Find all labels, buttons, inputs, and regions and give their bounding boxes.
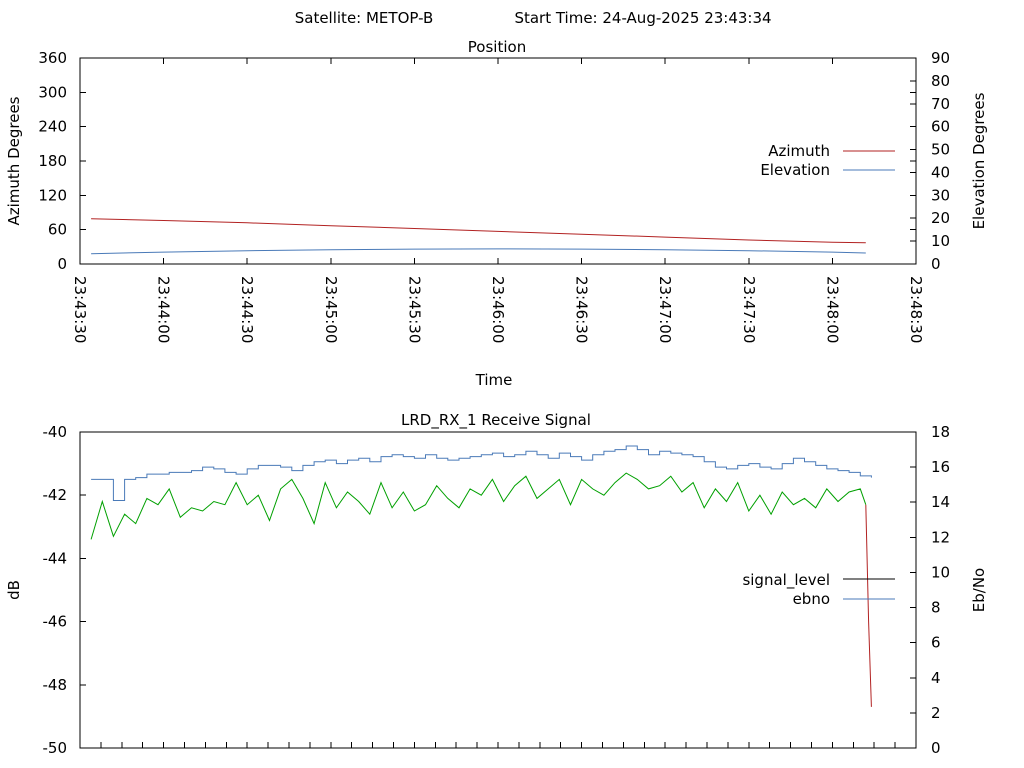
ebno-tick-label: 6 — [931, 634, 941, 652]
db-tick-label: -40 — [43, 423, 68, 441]
azimuth-tick-label: 300 — [38, 83, 67, 101]
time-tick-label: 23:47:00 — [656, 276, 674, 343]
elevation-tick-label: 20 — [931, 209, 950, 227]
elevation-axis-label: Elevation Degrees — [970, 92, 988, 229]
signal-plot-frame — [79, 431, 917, 749]
ebno-tick-label: 4 — [931, 669, 941, 687]
elevation-tick-label: 80 — [931, 72, 950, 90]
start-time-label: Start Time: 24-Aug-2025 23:43:34 — [514, 9, 771, 27]
time-tick-label: 23:45:00 — [322, 276, 340, 343]
time-axis-label: Time — [475, 371, 513, 389]
db-axis-label: dB — [5, 580, 23, 600]
azimuth-axis-label: Azimuth Degrees — [5, 96, 23, 225]
time-tick-label: 23:45:30 — [405, 276, 423, 343]
series-line-green-trace — [90, 472, 867, 540]
azimuth-tick-label: 0 — [57, 255, 67, 273]
elevation-tick-label: 30 — [931, 186, 950, 204]
series-line-signal-level — [865, 504, 872, 707]
signal-axis-ticks: -50 -48 -46 -44 -42 -40 0 2 4 6 8 10 12 14 16 18 — [43, 423, 951, 757]
series-line-ebno — [91, 445, 872, 501]
db-tick-label: -42 — [43, 486, 68, 504]
ebno-tick-label: 8 — [931, 599, 941, 617]
satellite-label: Satellite: METOP-B — [295, 9, 434, 27]
elevation-tick-label: 70 — [931, 95, 950, 113]
position-series-group — [91, 218, 866, 255]
signal-chart-title: LRD_RX_1 Receive Signal — [401, 411, 591, 430]
legend-label-azimuth: Azimuth — [768, 142, 830, 160]
ebno-tick-label: 2 — [931, 704, 941, 722]
position-axis-ticks: 0 60 120 180 240 300 360 0 10 20 30 40 50 60 70 80 90 23:… — [38, 49, 950, 343]
db-tick-label: -50 — [43, 739, 68, 757]
legend-label-elevation: Elevation — [760, 161, 830, 179]
time-tick-label: 23:46:00 — [489, 276, 507, 343]
elevation-tick-label: 40 — [931, 163, 950, 181]
ebno-tick-label: 16 — [931, 458, 950, 476]
elevation-tick-label: 50 — [931, 141, 950, 159]
time-tick-label: 23:48:30 — [907, 276, 925, 343]
ebno-tick-label: 12 — [931, 528, 950, 546]
legend-label-ebno: ebno — [793, 590, 830, 608]
signal-legend: signal_level ebno — [742, 571, 895, 608]
db-tick-label: -48 — [43, 676, 68, 694]
elevation-tick-label: 10 — [931, 232, 950, 250]
ebno-tick-label: 14 — [931, 493, 950, 511]
ebno-tick-label: 18 — [931, 423, 950, 441]
legend-label-signal-level: signal_level — [742, 571, 830, 590]
azimuth-tick-label: 240 — [38, 118, 67, 136]
azimuth-tick-label: 180 — [38, 152, 67, 170]
time-tick-label: 23:44:30 — [238, 276, 256, 343]
series-line-azimuth — [91, 218, 866, 244]
position-legend: Azimuth Elevation — [760, 142, 895, 179]
time-tick-label: 23:44:00 — [155, 276, 173, 343]
series-line-elevation — [91, 248, 866, 255]
position-chart-title: Position — [468, 38, 526, 56]
azimuth-tick-label: 120 — [38, 186, 67, 204]
receive-signal-chart: LRD_RX_1 Receive Signal dB Eb/No -50-48-… — [5, 411, 988, 757]
db-tick-label: -44 — [43, 549, 68, 567]
elevation-tick-label: 90 — [931, 49, 950, 67]
time-tick-label: 23:47:30 — [740, 276, 758, 343]
time-tick-label: 23:48:00 — [823, 276, 841, 343]
db-tick-label: -46 — [43, 613, 68, 631]
ebno-axis-label: Eb/No — [970, 568, 988, 612]
ebno-tick-label: 0 — [931, 739, 941, 757]
elevation-tick-label: 60 — [931, 118, 950, 136]
azimuth-tick-label: 60 — [48, 221, 67, 239]
position-chart: Position Azimuth Degrees Elevation Degre… — [5, 38, 988, 389]
ebno-tick-label: 10 — [931, 563, 950, 581]
elevation-tick-label: 0 — [931, 255, 941, 273]
signal-series-group — [90, 445, 872, 707]
azimuth-tick-label: 360 — [38, 49, 67, 67]
time-tick-label: 23:43:30 — [71, 276, 89, 343]
time-tick-label: 23:46:30 — [573, 276, 591, 343]
